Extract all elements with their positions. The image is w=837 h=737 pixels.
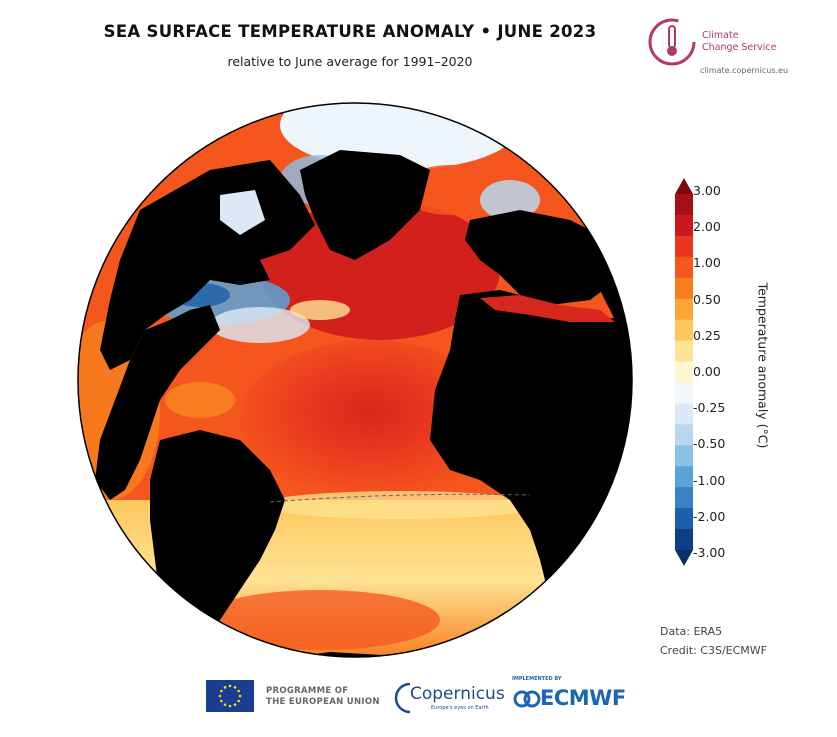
colorbar-tick-label: -1.00: [693, 472, 726, 488]
eu-flag-logo: [206, 680, 254, 712]
credit-data: Data: ERA5: [660, 625, 723, 638]
colorbar-tick-label: 3.00: [693, 183, 721, 198]
colorbar-segment: [675, 194, 693, 216]
eu-star: [233, 686, 237, 689]
colorbar-tick-label: -3.00: [693, 545, 726, 560]
c3s-logo: [648, 18, 696, 66]
colorbar-segment: [675, 466, 693, 488]
copernicus-tagline: Europe's eyes on Earth: [431, 705, 489, 711]
eu-star: [237, 689, 240, 693]
colorbar-tick-label: 0.25: [693, 327, 721, 343]
colorbar-segment: [675, 298, 693, 321]
mediterranean-sea: [480, 295, 615, 322]
colorbar-segment: [675, 340, 693, 363]
colorbar-segment: [675, 382, 693, 404]
colorbar-segment: [675, 214, 693, 237]
colorbar-segment: [675, 508, 693, 530]
eu-star: [238, 694, 242, 698]
eu-star: [220, 699, 223, 703]
colorbar-tick-label: 0.50: [693, 291, 721, 307]
colorbar-segment: [675, 235, 693, 258]
eu-star: [233, 703, 237, 706]
eu-star: [220, 689, 223, 693]
arctic-ice-region: [280, 103, 520, 170]
eu-star: [218, 694, 222, 698]
eu-star: [228, 704, 232, 708]
copernicus-wordmark: Copernicus: [410, 684, 505, 704]
colorbar-segment: [675, 529, 693, 551]
eu-star: [237, 699, 240, 703]
eu-star: [223, 703, 227, 706]
colorbar-segment: [675, 487, 693, 509]
colorbar-tick-label: -2.00: [693, 508, 726, 524]
equator-line: [269, 493, 531, 503]
eu-star: [228, 684, 232, 688]
ecmwf-wordmark: ECMWF: [540, 686, 626, 710]
colorbar-segment: [675, 424, 693, 446]
colorbar-segment: [675, 277, 693, 300]
colorbar-segment: [675, 361, 693, 383]
colorbar: [675, 178, 693, 566]
colorbar-segment: [675, 403, 693, 425]
c3s-line2: Change Service: [702, 42, 777, 53]
ecmwf-implemented-by: IMPLEMENTED BY: [512, 676, 562, 682]
colorbar-tick-label: -0.50: [693, 436, 726, 452]
land-greenland: [300, 150, 430, 260]
credits: Data: ERA5 Credit: C3S/ECMWF: [660, 622, 767, 660]
land-europe: [465, 210, 630, 305]
colorbar-max-arrow: [675, 178, 693, 194]
colorbar-segment: [675, 256, 693, 279]
colorbar-tick-label: -0.25: [693, 400, 726, 416]
colorbar-tick-label: 0.00: [693, 364, 721, 379]
colorbar-segment: [675, 445, 693, 467]
eu-star: [223, 686, 227, 689]
colorbar-segment: [675, 319, 693, 342]
colorbar-tick-label: 2.00: [693, 219, 721, 235]
c3s-line1: Climate: [702, 30, 739, 41]
eu-programme-text: PROGRAMME OF THE EUROPEAN UNION: [266, 686, 380, 708]
colorbar-title: Temperature anomaly (°C): [755, 282, 771, 449]
colorbar-tick-label: 1.00: [693, 255, 721, 271]
eu-line1: PROGRAMME OF: [266, 686, 349, 696]
ecmwf-logo-icon: [513, 690, 541, 708]
colorbar-min-arrow: [675, 550, 693, 566]
copernicus-logo: [394, 682, 411, 714]
eu-stars-icon: [218, 684, 242, 708]
tropical-atlantic-hot-region: [240, 340, 500, 500]
eu-line2: THE EUROPEAN UNION: [266, 697, 380, 707]
map-title: SEA SURFACE TEMPERATURE ANOMALY • JUNE 2…: [103, 22, 597, 41]
credit-source: Credit: C3S/ECMWF: [660, 644, 767, 657]
c3s-url: climate.copernicus.eu: [700, 66, 789, 75]
map-subtitle: relative to June average for 1991–2020: [227, 54, 473, 69]
sst-globe-map: [77, 102, 633, 658]
